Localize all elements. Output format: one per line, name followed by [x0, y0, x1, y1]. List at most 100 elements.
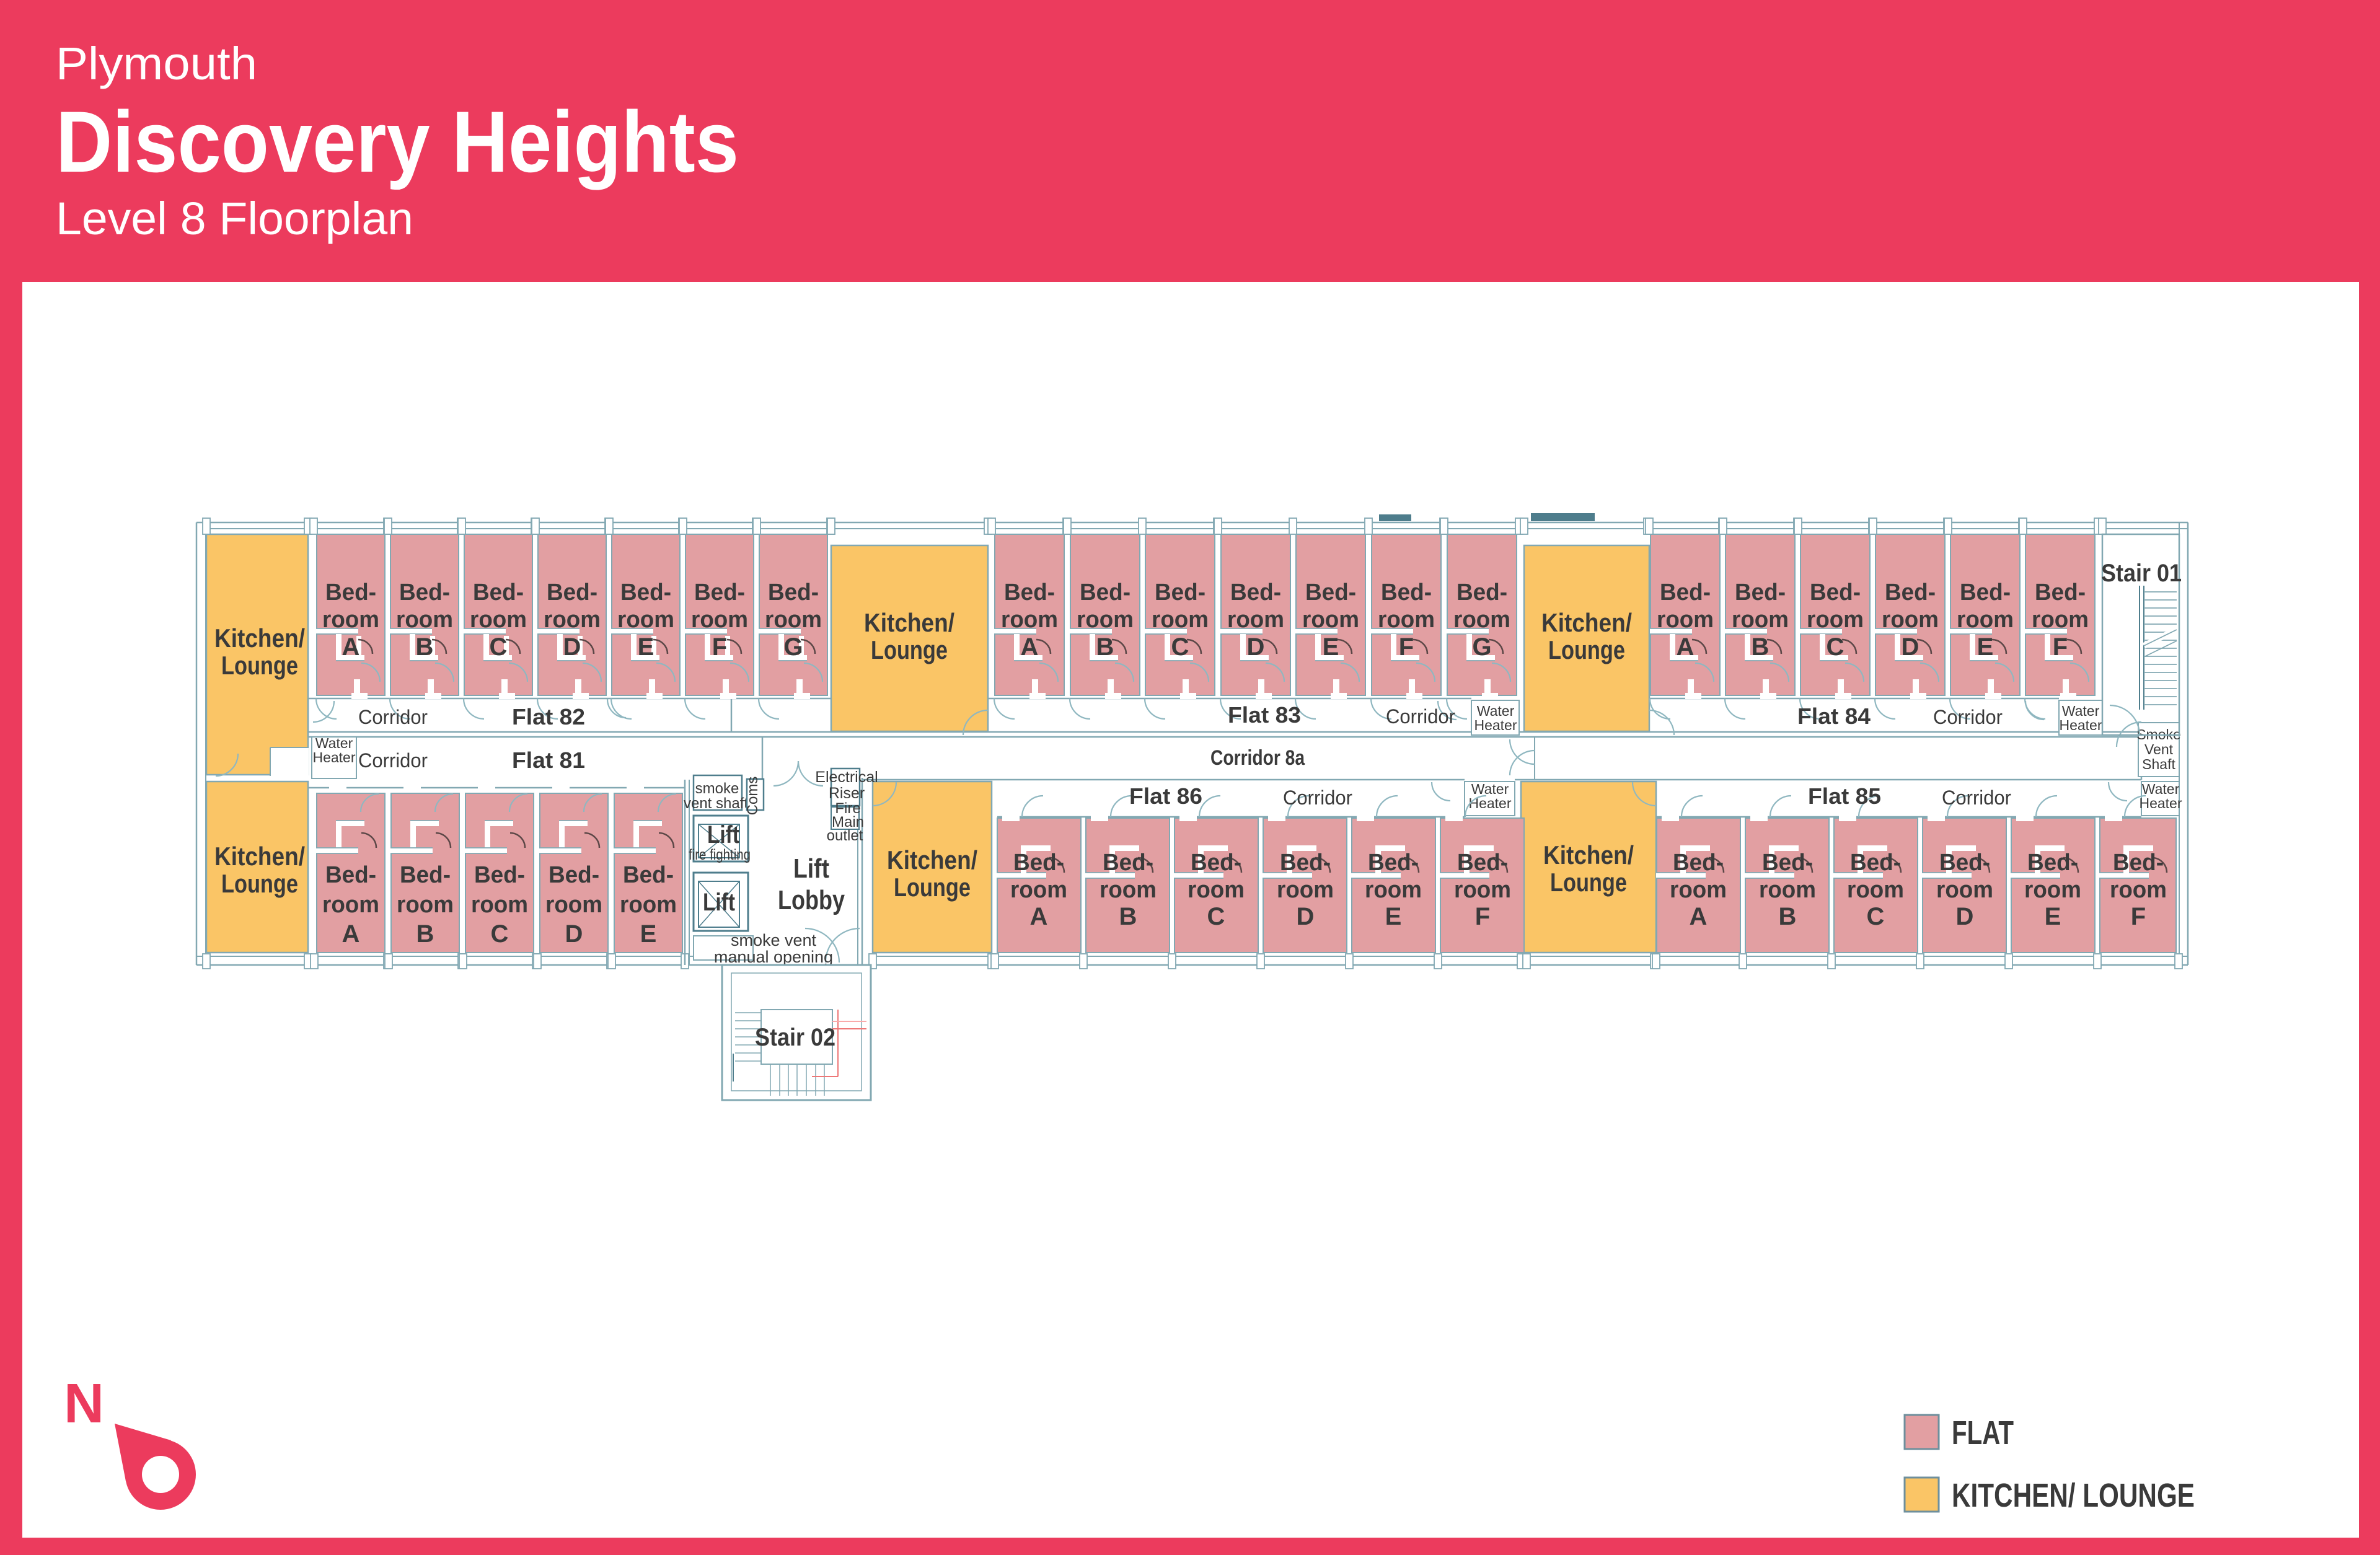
svg-text:Corridor 8a: Corridor 8a [1210, 746, 1305, 770]
svg-text:E: E [640, 920, 657, 948]
svg-text:Bed-: Bed- [1939, 850, 1990, 876]
svg-text:B: B [1752, 633, 1770, 661]
svg-text:Lift: Lift [703, 889, 735, 916]
svg-text:Coms: Coms [744, 777, 761, 816]
svg-text:room: room [1100, 877, 1157, 903]
svg-text:fire fighting: fire fighting [689, 847, 751, 863]
svg-text:room: room [617, 607, 674, 633]
svg-text:Bed-: Bed- [473, 579, 524, 606]
svg-text:Lounge: Lounge [1548, 635, 1625, 664]
svg-text:Bed-: Bed- [549, 862, 599, 888]
svg-text:Plymouth: Plymouth [56, 38, 257, 89]
svg-text:room: room [620, 892, 677, 918]
svg-text:B: B [416, 920, 434, 948]
svg-text:Stair 01: Stair 01 [2101, 560, 2182, 587]
svg-text:Heater: Heater [2059, 717, 2102, 733]
svg-text:Bed-: Bed- [1191, 850, 1241, 876]
svg-text:Bed-: Bed- [1457, 579, 1507, 606]
svg-text:Water: Water [2062, 703, 2100, 719]
svg-text:Bed-: Bed- [1735, 579, 1786, 606]
svg-text:C: C [1171, 633, 1189, 661]
svg-text:room: room [1188, 877, 1245, 903]
svg-text:C: C [1867, 903, 1885, 930]
svg-text:G: G [1472, 633, 1491, 661]
svg-text:Bed-: Bed- [1080, 579, 1130, 606]
svg-text:Bed-: Bed- [620, 579, 671, 606]
svg-text:Lounge: Lounge [871, 635, 948, 664]
svg-text:D: D [1247, 633, 1265, 661]
svg-text:room: room [1957, 607, 2014, 633]
svg-text:Heater: Heater [312, 749, 355, 765]
svg-text:F: F [2053, 633, 2068, 661]
svg-text:manual opening: manual opening [714, 948, 833, 966]
svg-text:E: E [1323, 633, 1339, 661]
svg-text:Bed-: Bed- [1660, 579, 1711, 606]
svg-text:E: E [2045, 903, 2061, 930]
svg-text:room: room [1759, 877, 1816, 903]
svg-text:F: F [1475, 903, 1490, 930]
svg-text:room: room [545, 892, 602, 918]
svg-text:room: room [471, 892, 528, 918]
svg-text:Bed-: Bed- [1457, 850, 1508, 876]
svg-text:D: D [565, 920, 583, 948]
svg-text:room: room [1152, 607, 1209, 633]
svg-text:Bed-: Bed- [2027, 850, 2078, 876]
svg-text:room: room [765, 607, 822, 633]
svg-text:room: room [1277, 877, 1334, 903]
svg-text:Bed-: Bed- [1230, 579, 1281, 606]
svg-text:room: room [2032, 607, 2089, 633]
svg-text:F: F [712, 633, 727, 661]
svg-text:Bed-: Bed- [474, 862, 525, 888]
svg-text:Bed-: Bed- [1368, 850, 1419, 876]
svg-text:Bed-: Bed- [1013, 850, 1064, 876]
svg-text:B: B [416, 633, 434, 661]
svg-text:room: room [1670, 877, 1727, 903]
svg-text:Bed-: Bed- [1103, 850, 1153, 876]
svg-text:Lounge: Lounge [221, 651, 298, 680]
svg-text:room: room [2110, 877, 2167, 903]
svg-text:room: room [1365, 877, 1422, 903]
svg-text:room: room [1001, 607, 1058, 633]
svg-text:Electrical: Electrical [815, 769, 878, 786]
svg-text:F: F [1399, 633, 1414, 661]
svg-text:Corridor: Corridor [358, 749, 428, 772]
svg-text:Bed-: Bed- [694, 579, 745, 606]
svg-text:room: room [1732, 607, 1789, 633]
svg-text:D: D [1902, 633, 1919, 661]
svg-text:room: room [1302, 607, 1359, 633]
svg-text:Water: Water [315, 735, 353, 751]
svg-text:Corridor: Corridor [358, 706, 428, 728]
svg-text:room: room [1453, 607, 1510, 633]
svg-text:Bed-: Bed- [2035, 579, 2086, 606]
svg-text:room: room [1936, 877, 1993, 903]
svg-text:room: room [322, 607, 379, 633]
svg-text:Bed-: Bed- [1673, 850, 1724, 876]
svg-text:Main: Main [832, 814, 864, 830]
svg-text:Bed-: Bed- [1381, 579, 1432, 606]
svg-text:Discovery Heights: Discovery Heights [56, 93, 739, 190]
svg-text:Water: Water [1471, 781, 1509, 797]
svg-text:Bed-: Bed- [1810, 579, 1861, 606]
svg-text:C: C [490, 633, 508, 661]
svg-text:Lift: Lift [793, 853, 829, 884]
svg-text:Kitchen/: Kitchen/ [214, 623, 305, 653]
svg-text:room: room [1010, 877, 1067, 903]
svg-text:N: N [64, 1373, 104, 1435]
svg-text:Kitchen/: Kitchen/ [1541, 608, 1632, 637]
svg-text:Lounge: Lounge [221, 869, 298, 898]
svg-text:Bed-: Bed- [1850, 850, 1901, 876]
svg-text:Flat 84: Flat 84 [1797, 703, 1871, 729]
svg-text:Level 8 Floorplan: Level 8 Floorplan [56, 193, 413, 244]
svg-text:room: room [1882, 607, 1939, 633]
svg-text:room: room [1454, 877, 1511, 903]
svg-text:Lobby: Lobby [778, 885, 845, 915]
svg-text:Bed-: Bed- [1280, 850, 1331, 876]
svg-text:room: room [1227, 607, 1284, 633]
svg-text:Corridor: Corridor [1942, 786, 2011, 809]
svg-text:Corridor: Corridor [1283, 786, 1352, 809]
svg-text:Riser: Riser [829, 785, 865, 802]
svg-text:room: room [691, 607, 748, 633]
svg-text:A: A [1021, 633, 1039, 661]
svg-text:B: B [1096, 633, 1114, 661]
svg-text:C: C [491, 920, 509, 948]
